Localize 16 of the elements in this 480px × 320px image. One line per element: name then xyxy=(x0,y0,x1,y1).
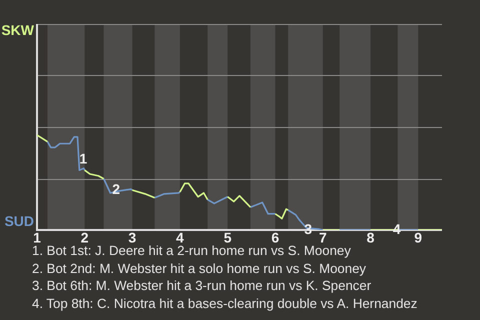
text: 2. Bot 2nd: M. Webster hit a solo home run vs S. Mooney xyxy=(32,260,368,277)
x-tick-label: 5 xyxy=(224,229,232,246)
x-tick-label: 7 xyxy=(318,229,327,246)
text: 4. Top 8th: C. Nicotra hit a bases-clearing double vs A. Hernandez xyxy=(32,294,418,312)
x-tick-label: 3 xyxy=(128,229,136,246)
text: SUD xyxy=(4,212,34,229)
x-tick-label: 1 xyxy=(33,229,42,246)
x-tick-label: 8 xyxy=(366,229,375,246)
x-tick-label: 9 xyxy=(414,229,422,246)
text: SKW xyxy=(1,22,35,38)
annotation: 1 xyxy=(79,150,88,167)
text: 1. Bot 1st: J. Deere hit a 2-run home run vs S. Mooney xyxy=(32,243,351,258)
x-tick-label: 6 xyxy=(271,229,280,246)
x-tick-label: 2 xyxy=(80,229,89,246)
x-tick-label: 4 xyxy=(176,229,184,246)
text: 3. Bot 6th: M. Webster hit a 3-run home run vs K. Spencer xyxy=(32,277,372,294)
